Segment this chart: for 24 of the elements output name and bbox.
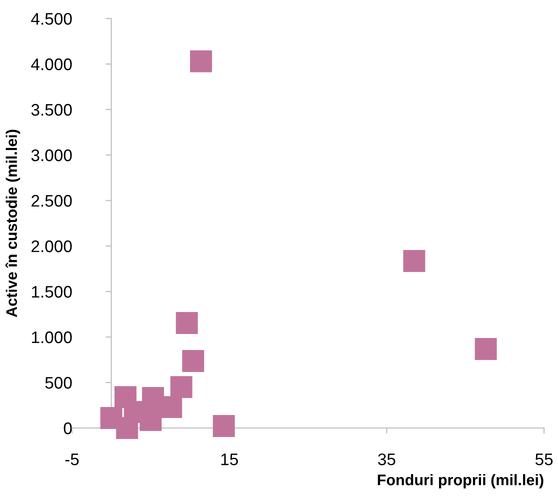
point (474, 338, 497, 360)
point (176, 312, 198, 334)
point (212, 415, 235, 437)
x-tick-label: 15 (221, 454, 238, 466)
x-tick-label: 55 (535, 454, 553, 466)
y-tick-label: 2.500 (32, 194, 72, 207)
x-axis-title: Fonduri proprii (mil.lei) (378, 474, 544, 488)
y-axis-title: Active în custodie (mil.lei) (5, 130, 20, 318)
y-tick-label: 3.500 (31, 104, 72, 116)
y-tick-label: 2.000 (32, 240, 72, 252)
point (160, 396, 182, 418)
y-tick-label: 500 (45, 376, 72, 389)
y-tick-label: 4.500 (31, 12, 72, 25)
point (190, 50, 212, 72)
y-tick-label: 1.000 (32, 331, 72, 344)
point (182, 350, 204, 372)
y-tick-label: 1.500 (32, 286, 72, 298)
point (170, 376, 192, 398)
x-tick-label: 35 (378, 453, 396, 466)
y-tick-label: 3.000 (31, 149, 72, 162)
y-tick-label: 4.000 (31, 58, 72, 70)
point (403, 250, 426, 272)
x-tick-label: -5 (65, 454, 79, 466)
y-tick-label: 0 (64, 422, 72, 434)
